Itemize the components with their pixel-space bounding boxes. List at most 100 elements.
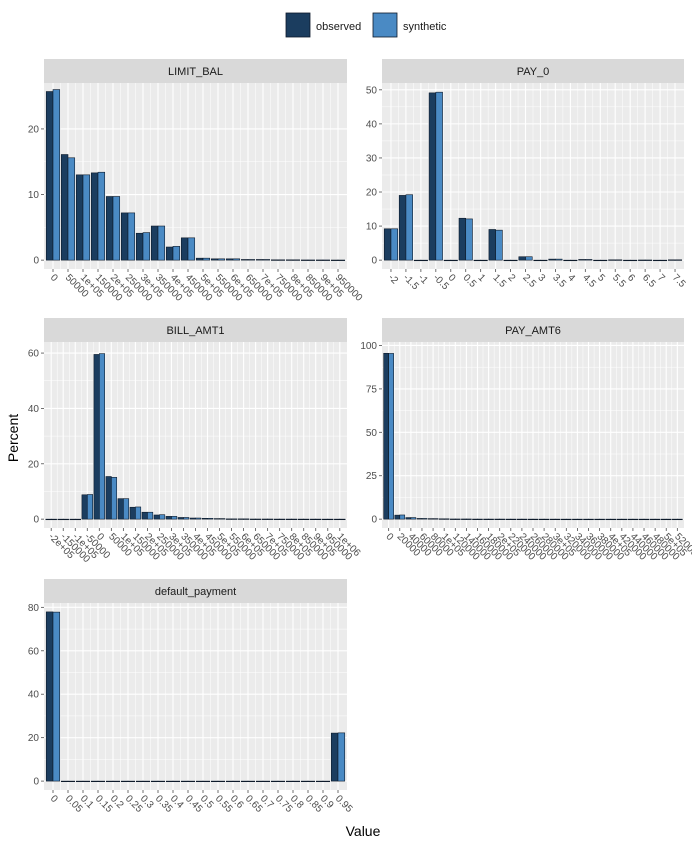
bar-observed (394, 514, 401, 520)
bar-synthetic (267, 518, 274, 520)
bar-synthetic (307, 259, 316, 261)
bar-observed (210, 258, 219, 261)
bar-observed (668, 259, 676, 261)
bar-observed (538, 518, 545, 521)
bar-observed (443, 259, 452, 262)
x-tick-label: 4.5 (580, 272, 598, 290)
bar-observed (505, 518, 512, 520)
bar-observed (503, 259, 511, 262)
bar-synthetic (665, 518, 672, 521)
y-tick-label: 40 (366, 119, 378, 130)
legend-key-observed (285, 12, 311, 38)
bar-observed (427, 518, 434, 520)
bar-observed (129, 506, 136, 520)
bar-synthetic (112, 780, 121, 782)
x-tick-label: 0.5 (461, 272, 479, 290)
bar-synthetic (99, 353, 106, 520)
bar-observed (195, 780, 204, 782)
bar-synthetic (674, 259, 683, 261)
bar-synthetic (187, 780, 196, 782)
bar-synthetic (450, 259, 458, 262)
bar-synthetic (570, 259, 578, 262)
bar-synthetic (67, 157, 76, 261)
bar-observed (45, 611, 54, 782)
bar-synthetic (659, 259, 668, 262)
strip-label-bill-amt1: BILL_AMT1 (166, 325, 224, 337)
bar-synthetic (632, 518, 639, 521)
bar-observed (516, 518, 523, 520)
bar-synthetic (243, 518, 250, 520)
bar-observed (60, 154, 69, 261)
bar-observed (105, 476, 112, 520)
bar-observed (135, 780, 144, 782)
bar-synthetic (480, 259, 488, 262)
x-tick-label: 0.95 (333, 793, 355, 815)
y-tick-label: 60 (28, 349, 40, 360)
bar-synthetic (337, 259, 346, 261)
x-tick-label: 7.5 (670, 272, 688, 290)
bar-observed (165, 246, 174, 261)
bar-observed (141, 511, 148, 520)
bar-observed (383, 228, 392, 261)
bar-observed (240, 259, 249, 261)
bar-synthetic (187, 237, 196, 261)
bar-observed (273, 518, 280, 520)
bar-synthetic (540, 259, 548, 262)
bar-synthetic (277, 780, 286, 782)
strip-label-pay-0: PAY_0 (517, 66, 550, 78)
bar-synthetic (247, 259, 256, 261)
bar-observed (405, 517, 412, 520)
bar-observed (527, 518, 534, 521)
bar-observed (210, 780, 219, 782)
bar-synthetic (247, 780, 256, 782)
bar-synthetic (135, 506, 142, 520)
bar-observed (322, 518, 329, 521)
x-tick-label: 3.5 (550, 272, 568, 290)
bar-observed (672, 518, 678, 521)
y-tick-label: 25 (366, 471, 378, 482)
strip-label-pay-amt6: PAY_AMT6 (505, 325, 561, 337)
bar-observed (488, 229, 496, 261)
bar-observed (638, 259, 646, 261)
bar-synthetic (292, 780, 301, 782)
bar-observed (285, 259, 294, 261)
x-tick-label: 0 (48, 272, 60, 284)
bar-synthetic (614, 259, 623, 261)
bar-observed (548, 258, 556, 261)
bar-observed (330, 732, 339, 782)
y-tick-label: 20 (366, 188, 378, 199)
bar-observed (594, 518, 600, 521)
bar-synthetic (466, 518, 472, 520)
bar-observed (225, 780, 234, 782)
bar-synthetic (202, 780, 211, 782)
bar-observed (189, 517, 196, 520)
strip-limit-bal (44, 59, 347, 83)
bar-observed (638, 518, 645, 521)
bar-synthetic (142, 232, 151, 261)
bar-synthetic (97, 780, 106, 782)
bar-synthetic (127, 780, 136, 782)
bar-observed (90, 780, 99, 782)
bar-synthetic (621, 518, 628, 521)
bar-observed (549, 518, 556, 521)
bar-observed (213, 518, 220, 520)
y-tick-label: 80 (28, 603, 40, 614)
bar-synthetic (599, 259, 608, 262)
bar-synthetic (157, 780, 166, 782)
bar-synthetic (217, 258, 226, 261)
bar-observed (60, 780, 69, 782)
bar-observed (69, 518, 76, 521)
y-tick-label: 0 (33, 256, 39, 267)
x-tick-label: 2.5 (520, 272, 538, 290)
bar-synthetic (82, 174, 91, 261)
bar-synthetic (454, 518, 461, 520)
bar-observed (572, 518, 578, 521)
bar-observed (270, 259, 279, 261)
bar-synthetic (232, 258, 241, 261)
bar-observed (237, 518, 244, 520)
bar-observed (413, 259, 422, 262)
bar-synthetic (585, 259, 593, 261)
bar-observed (93, 354, 100, 520)
x-tick-label: 0 (48, 793, 60, 805)
